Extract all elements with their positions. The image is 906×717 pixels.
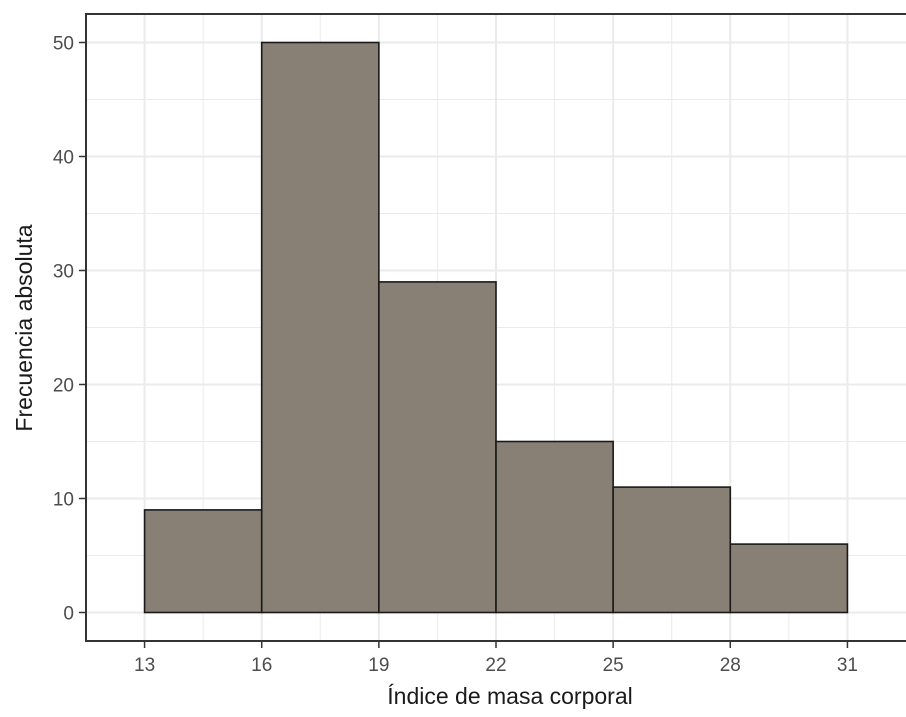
x-tick-label: 16 bbox=[251, 655, 272, 676]
x-tick-label: 25 bbox=[603, 655, 624, 676]
y-tick-label: 0 bbox=[63, 604, 74, 625]
histogram-bar bbox=[260, 41, 380, 614]
y-tick-label: 20 bbox=[53, 376, 74, 397]
y-tick-label: 50 bbox=[53, 34, 74, 55]
x-tick-label: 13 bbox=[134, 655, 155, 676]
x-axis: 13 16 19 22 25 28 31 bbox=[134, 641, 858, 676]
histogram-bars bbox=[143, 41, 849, 614]
panel-border bbox=[85, 13, 906, 642]
y-axis: 0 10 20 30 40 50 bbox=[53, 34, 86, 625]
histogram-bar bbox=[143, 509, 263, 614]
histogram-bar bbox=[495, 440, 614, 614]
histogram-bar bbox=[378, 281, 497, 614]
x-axis-title: Índice de masa corporal bbox=[387, 683, 632, 709]
y-tick-label: 40 bbox=[53, 148, 74, 169]
histogram-bar bbox=[729, 543, 849, 614]
y-tick-label: 30 bbox=[53, 262, 74, 283]
y-axis-title: Frecuencia absoluta bbox=[11, 224, 37, 431]
y-tick-label: 10 bbox=[53, 490, 74, 511]
x-tick-label: 22 bbox=[485, 655, 506, 676]
x-tick-label: 31 bbox=[837, 655, 858, 676]
x-tick-label: 19 bbox=[368, 655, 389, 676]
x-tick-label: 28 bbox=[720, 655, 741, 676]
histogram-bar bbox=[612, 486, 732, 614]
